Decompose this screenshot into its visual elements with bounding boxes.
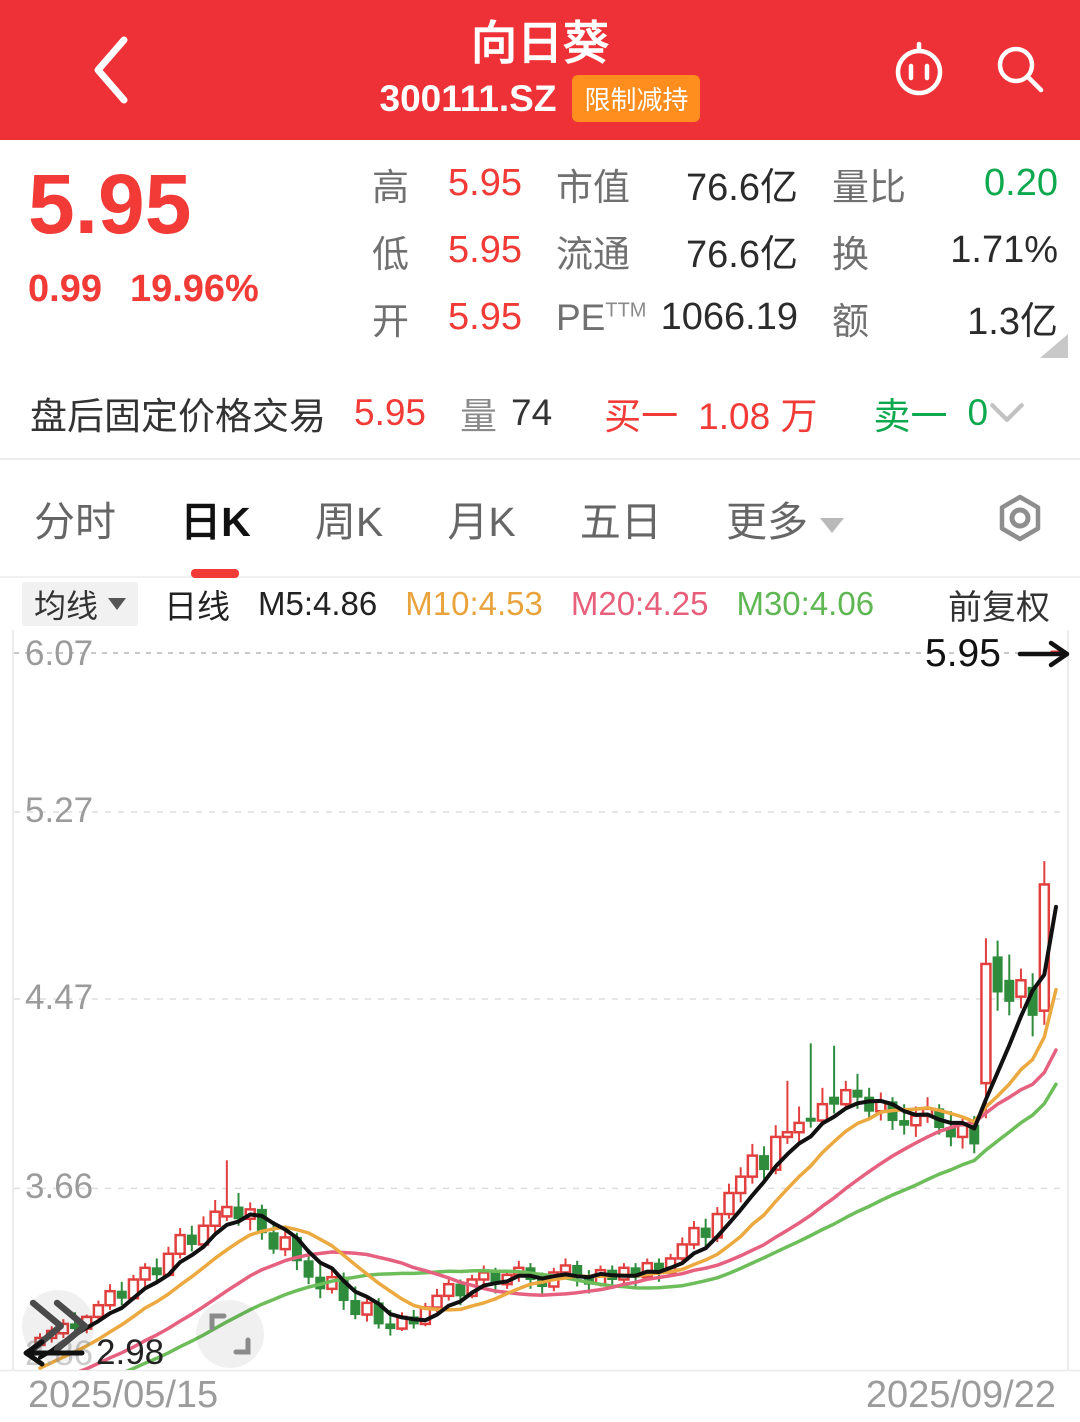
stat-value: 0.20 <box>984 162 1058 204</box>
quote-panel: 5.95 0.99 19.96% 高 5.95 低 5.95 开 5.95 市值 76.6亿流… <box>0 140 1080 368</box>
stat-label: 流通 <box>556 233 630 275</box>
stock-name: 向日葵 <box>471 17 609 69</box>
ma20-value: M20:4.25 <box>570 585 709 622</box>
price-change-row: 0.99 19.96% <box>28 268 259 311</box>
stat-value: 5.95 <box>448 296 522 338</box>
stat-label: 量比 <box>832 166 906 208</box>
afterhours-price: 5.95 <box>354 392 427 433</box>
stat-value: 5.95 <box>448 229 522 271</box>
quote-stat-row: 量比 0.20 <box>832 150 1058 217</box>
afterhours-label: 盘后固定价格交易 <box>30 396 326 437</box>
ma30-line <box>125 1082 1058 1370</box>
quote-stat-row: 开 5.95 <box>372 284 522 351</box>
adjust-mode-toggle[interactable]: 前复权 <box>948 588 1050 627</box>
quote-stats: 高 5.95 低 5.95 开 5.95 市值 76.6亿 流通 76.6亿 PETTM 1066.1… <box>372 150 1058 351</box>
y-axis-label: 4.47 <box>25 978 94 1017</box>
search-icon[interactable] <box>992 41 1048 97</box>
ma10-value: M10:4.53 <box>405 585 543 622</box>
price-change-percent: 19.96% <box>129 268 259 310</box>
tab-分时[interactable]: 分时 <box>34 499 116 545</box>
chart-settings-icon[interactable] <box>994 492 1046 544</box>
quote-stat-column: 量比 0.20 换 1.71% 额 1.3亿 <box>832 150 1058 351</box>
tab-更多[interactable]: 更多 <box>726 488 844 548</box>
quote-stat-row: 流通 76.6亿 <box>556 217 798 284</box>
ma5-line <box>38 904 1058 1360</box>
quote-stat-column: 市值 76.6亿 流通 76.6亿 PETTM 1066.19 <box>556 150 798 351</box>
ask1-label: 卖一 <box>873 396 948 437</box>
period-tab-bar: 分时 日K 周K 月K 五日 更多 <box>0 460 1080 578</box>
stat-label: 额 <box>832 300 869 342</box>
header-title-block: 向日葵 300111.SZ 限制减持 <box>0 16 1080 123</box>
stat-label: 低 <box>372 233 409 275</box>
arrow-left-icon <box>23 1339 85 1367</box>
stat-label: 市值 <box>556 166 630 208</box>
fullscreen-button[interactable] <box>196 1300 264 1368</box>
ma30-value: M30:4.06 <box>736 585 875 622</box>
quote-stat-row: 额 1.3亿 <box>832 284 1058 351</box>
y-axis-label: 6.07 <box>25 634 94 673</box>
stock-code: 300111.SZ <box>379 77 557 119</box>
stat-label: 高 <box>372 166 409 208</box>
quote-stat-row: PETTM 1066.19 <box>556 284 798 351</box>
date-end: 2025/09/22 <box>865 1374 1056 1416</box>
current-price: 5.95 <box>28 157 192 251</box>
date-start: 2025/05/15 <box>28 1374 219 1416</box>
stat-value: 1.71% <box>950 229 1058 271</box>
ma20-line <box>78 1048 1058 1370</box>
tab-月K[interactable]: 月K <box>447 499 516 545</box>
price-change: 0.99 <box>28 268 102 310</box>
stat-label: 开 <box>372 300 409 342</box>
ask1-value: 0 <box>967 392 989 433</box>
tab-日K[interactable]: 日K <box>180 488 251 548</box>
quote-stat-column: 高 5.95 低 5.95 开 5.95 <box>372 150 522 351</box>
stat-value: 76.6亿 <box>686 234 798 276</box>
restriction-badge: 限制减持 <box>572 75 701 123</box>
current-price-tag-value: 5.95 <box>925 632 1001 675</box>
quote-stat-row: 换 1.71% <box>832 217 1058 284</box>
y-axis-label: 3.66 <box>25 1167 94 1207</box>
stat-label: PETTM <box>556 296 647 338</box>
low-price-value: 2.98 <box>96 1333 165 1372</box>
app-header: 向日葵 300111.SZ 限制减持 <box>0 0 1080 140</box>
stat-value: 76.6亿 <box>686 167 798 209</box>
ma10-line <box>38 987 1058 1370</box>
arrow-right-icon <box>1017 640 1070 668</box>
stat-label: 换 <box>832 233 869 275</box>
ma-dropdown-label: 均线 <box>34 588 99 624</box>
quote-stat-row: 市值 76.6亿 <box>556 150 798 217</box>
ma-dropdown[interactable]: 均线 <box>22 582 139 626</box>
back-icon[interactable] <box>86 32 134 108</box>
bid1-label: 买一 <box>604 396 679 437</box>
period-label: 日线 <box>164 588 231 625</box>
y-axis-label: 5.27 <box>25 791 94 830</box>
bid1-value: 1.08 万 <box>698 396 818 437</box>
afterhours-bar: 盘后固定价格交易 5.95 量 74 买一 1.08 万 卖一 0 <box>0 368 1080 460</box>
kline-chart[interactable]: 6.07 5.27 4.47 3.66 2.86 5.95 2.98 <box>0 630 1080 1373</box>
dropdown-caret-icon <box>108 598 127 610</box>
date-axis: 2025/05/15 2025/09/22 <box>0 1372 1080 1422</box>
current-price-tag: 5.95 <box>925 632 1075 676</box>
afterhours-volume: 74 <box>511 392 553 433</box>
corner-brackets-icon <box>209 1313 251 1355</box>
tab-周K[interactable]: 周K <box>314 499 384 545</box>
stat-value: 1066.19 <box>660 296 798 338</box>
stat-value: 1.3亿 <box>967 301 1058 343</box>
quote-stat-row: 低 5.95 <box>372 217 522 284</box>
ma-legend-row: 均线 日线 M5:4.86 M10:4.53 M20:4.25 M30:4.06… <box>0 578 1080 630</box>
tab-五日[interactable]: 五日 <box>579 499 662 545</box>
assistant-robot-icon[interactable] <box>888 38 950 100</box>
afterhours-volume-label: 量 <box>460 396 498 437</box>
more-caret-icon <box>819 517 844 533</box>
ma5-value: M5:4.86 <box>258 585 378 622</box>
stat-value: 5.95 <box>448 162 522 204</box>
low-price-marker: 2.98 <box>16 1333 164 1373</box>
kline-canvas[interactable] <box>0 630 1080 1372</box>
chevron-down-icon[interactable] <box>988 400 1026 426</box>
quote-stat-row: 高 5.95 <box>372 150 522 217</box>
